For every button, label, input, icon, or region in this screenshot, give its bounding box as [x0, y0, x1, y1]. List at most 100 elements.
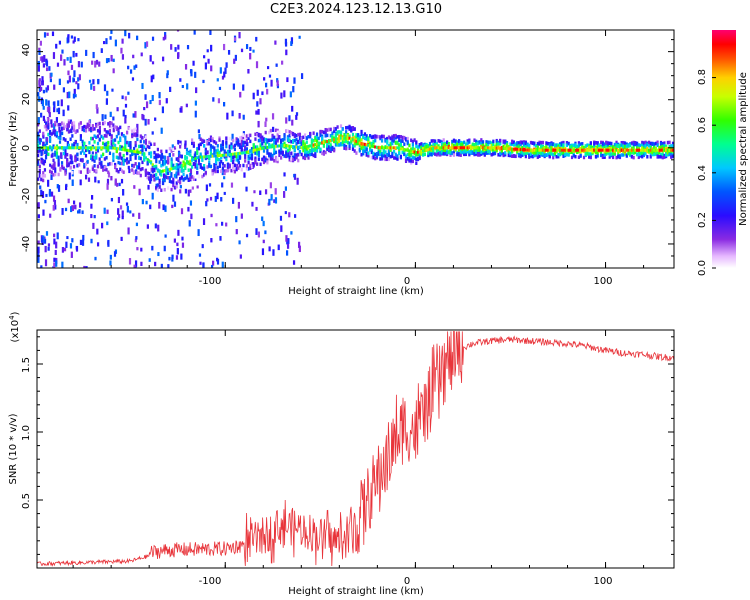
heatmap-noise-cell: [239, 254, 242, 259]
heatmap-noise-cell: [128, 258, 132, 265]
heatmap-cell: [387, 149, 391, 153]
heatmap-core-cell: [536, 148, 539, 152]
heatmap-noise-cell: [67, 70, 70, 76]
heatmap-core-cell: [194, 157, 197, 161]
heatmap-cell: [197, 174, 201, 178]
heatmap-noise-cell: [40, 189, 43, 197]
heatmap-cell: [521, 145, 524, 150]
heatmap-noise-cell: [120, 47, 123, 54]
heatmap-core-cell: [408, 149, 411, 153]
heatmap-cell: [392, 139, 396, 143]
heatmap-noise-cell: [195, 87, 198, 94]
heatmap-core-cell: [589, 148, 592, 152]
heatmap-cell: [93, 127, 96, 131]
heatmap-cell: [410, 138, 413, 143]
heatmap-core-cell: [185, 161, 189, 165]
heatmap-noise-cell: [268, 198, 271, 206]
heatmap-noise-cell: [73, 88, 76, 94]
heatmap-noise-cell: [82, 234, 85, 241]
heatmap-cell: [288, 134, 291, 138]
heatmap-core-cell: [382, 146, 385, 150]
heatmap-cell: [168, 146, 171, 151]
heatmap-cell: [230, 142, 233, 146]
heatmap-noise-cell: [194, 110, 197, 118]
heatmap-cell: [54, 150, 57, 155]
heatmap-core-cell: [285, 144, 288, 148]
heatmap-cell: [322, 152, 325, 156]
heatmap-cell: [329, 147, 332, 151]
heatmap-noise-cell: [160, 263, 163, 268]
heatmap-noise-cell: [136, 123, 139, 131]
heatmap-core-cell: [353, 139, 356, 143]
heatmap-noise-cell: [117, 196, 121, 204]
heatmap-noise-cell: [48, 112, 51, 118]
heatmap-cell: [254, 151, 257, 155]
heatmap-cell: [199, 165, 202, 169]
heatmap-core-cell: [103, 146, 106, 150]
heatmap-core-cell: [584, 148, 587, 152]
heatmap-core-cell: [273, 145, 276, 149]
heatmap-noise-cell: [221, 168, 224, 176]
heatmap-noise-cell: [145, 200, 148, 205]
heatmap-noise-cell: [284, 42, 288, 47]
heatmap-cell: [379, 135, 382, 139]
colorbar-ticks: [712, 77, 716, 269]
heatmap-cell: [196, 171, 199, 175]
heatmap-cell: [79, 158, 82, 162]
heatmap-core-cell: [182, 163, 185, 167]
heatmap-noise-cell: [147, 118, 150, 125]
heatmap-cell: [475, 139, 478, 144]
heatmap-cell: [612, 151, 615, 156]
heatmap-noise-cell: [215, 223, 218, 227]
heatmap-core-cell: [261, 146, 264, 150]
heatmap-cell: [254, 132, 257, 137]
heatmap-noise-cell: [125, 202, 129, 206]
heatmap-cell: [76, 129, 79, 133]
heatmap-cell: [141, 144, 144, 148]
heatmap-cell: [387, 153, 391, 158]
heatmap-cell: [40, 150, 43, 154]
heatmap-core-cell: [603, 148, 606, 152]
heatmap-cell: [543, 146, 546, 150]
heatmap-cell: [230, 158, 233, 163]
heatmap-noise-cell: [285, 117, 288, 124]
heatmap-noise-cell: [92, 79, 95, 85]
heatmap-noise-cell: [242, 84, 245, 91]
heatmap-noise-cell: [133, 146, 136, 153]
heatmap-noise-cell: [134, 238, 137, 243]
heatmap-cell: [216, 157, 219, 162]
heatmap-noise-cell: [240, 48, 244, 53]
heatmap-cell: [170, 149, 173, 153]
heatmap-noise-cell: [50, 173, 53, 181]
heatmap-core-cell: [535, 148, 538, 152]
heatmap-noise-cell: [53, 233, 56, 238]
heatmap-cell: [613, 151, 616, 155]
heatmap-noise-cell: [124, 30, 127, 37]
heatmap-cell: [398, 138, 401, 142]
heatmap-cell: [59, 136, 62, 141]
heatmap-cell: [345, 146, 348, 151]
heatmap-cell: [422, 153, 425, 157]
heatmap-noise-cell: [164, 205, 167, 212]
heatmap-noise-cell: [233, 58, 236, 64]
heatmap-cell: [119, 136, 122, 140]
heatmap-cell: [394, 136, 397, 140]
heatmap-cell: [214, 158, 218, 162]
heatmap-core-cell: [302, 146, 305, 150]
heatmap-cell: [102, 152, 105, 157]
heatmap-core-cell: [79, 146, 82, 150]
heatmap-cell: [654, 151, 657, 155]
heatmap-cell: [291, 138, 295, 143]
heatmap-noise-cell: [66, 91, 69, 99]
heatmap-noise-cell: [143, 106, 146, 111]
heatmap-cell: [158, 160, 161, 164]
heatmap-cell: [131, 129, 134, 133]
heatmap-core-cell: [54, 146, 57, 150]
heatmap-cell: [117, 169, 120, 174]
heatmap-noise-cell: [204, 62, 207, 70]
heatmap-cell: [170, 164, 173, 168]
heatmap-cell: [541, 146, 545, 151]
heatmap-noise-cell: [38, 96, 41, 102]
heatmap-noise-cell: [110, 175, 113, 181]
heatmap-cell: [668, 152, 671, 157]
